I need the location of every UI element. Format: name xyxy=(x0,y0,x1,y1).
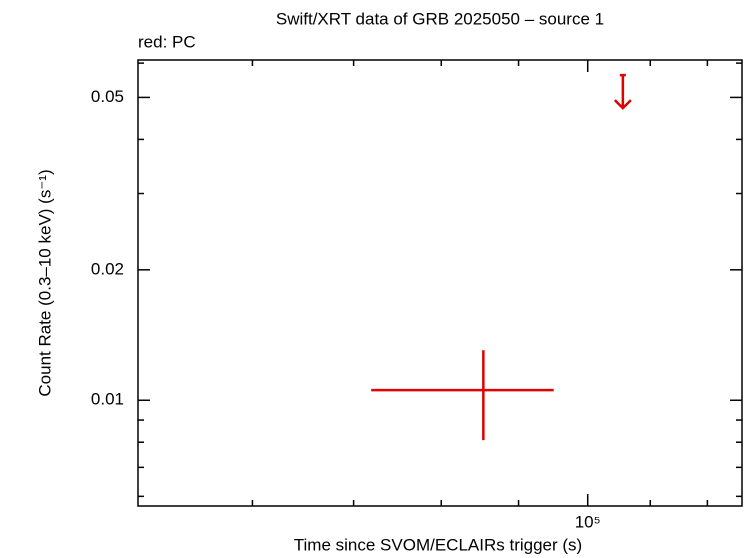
x-axis-label: Time since SVOM/ECLAIRs trigger (s) xyxy=(294,535,582,554)
y-tick-label: 0.05 xyxy=(91,87,124,106)
y-axis-label: Count Rate (0.3–10 keV) (s⁻¹) xyxy=(35,169,54,396)
x-tick-label: 10⁵ xyxy=(575,512,601,531)
legend-text: red: PC xyxy=(138,32,196,51)
plot-frame xyxy=(137,59,743,507)
y-tick-label: 0.01 xyxy=(91,390,124,409)
chart-title: Swift/XRT data of GRB 2025050 – source 1 xyxy=(276,9,604,28)
y-tick-label: 0.02 xyxy=(91,259,124,278)
upper-limit xyxy=(613,73,632,110)
